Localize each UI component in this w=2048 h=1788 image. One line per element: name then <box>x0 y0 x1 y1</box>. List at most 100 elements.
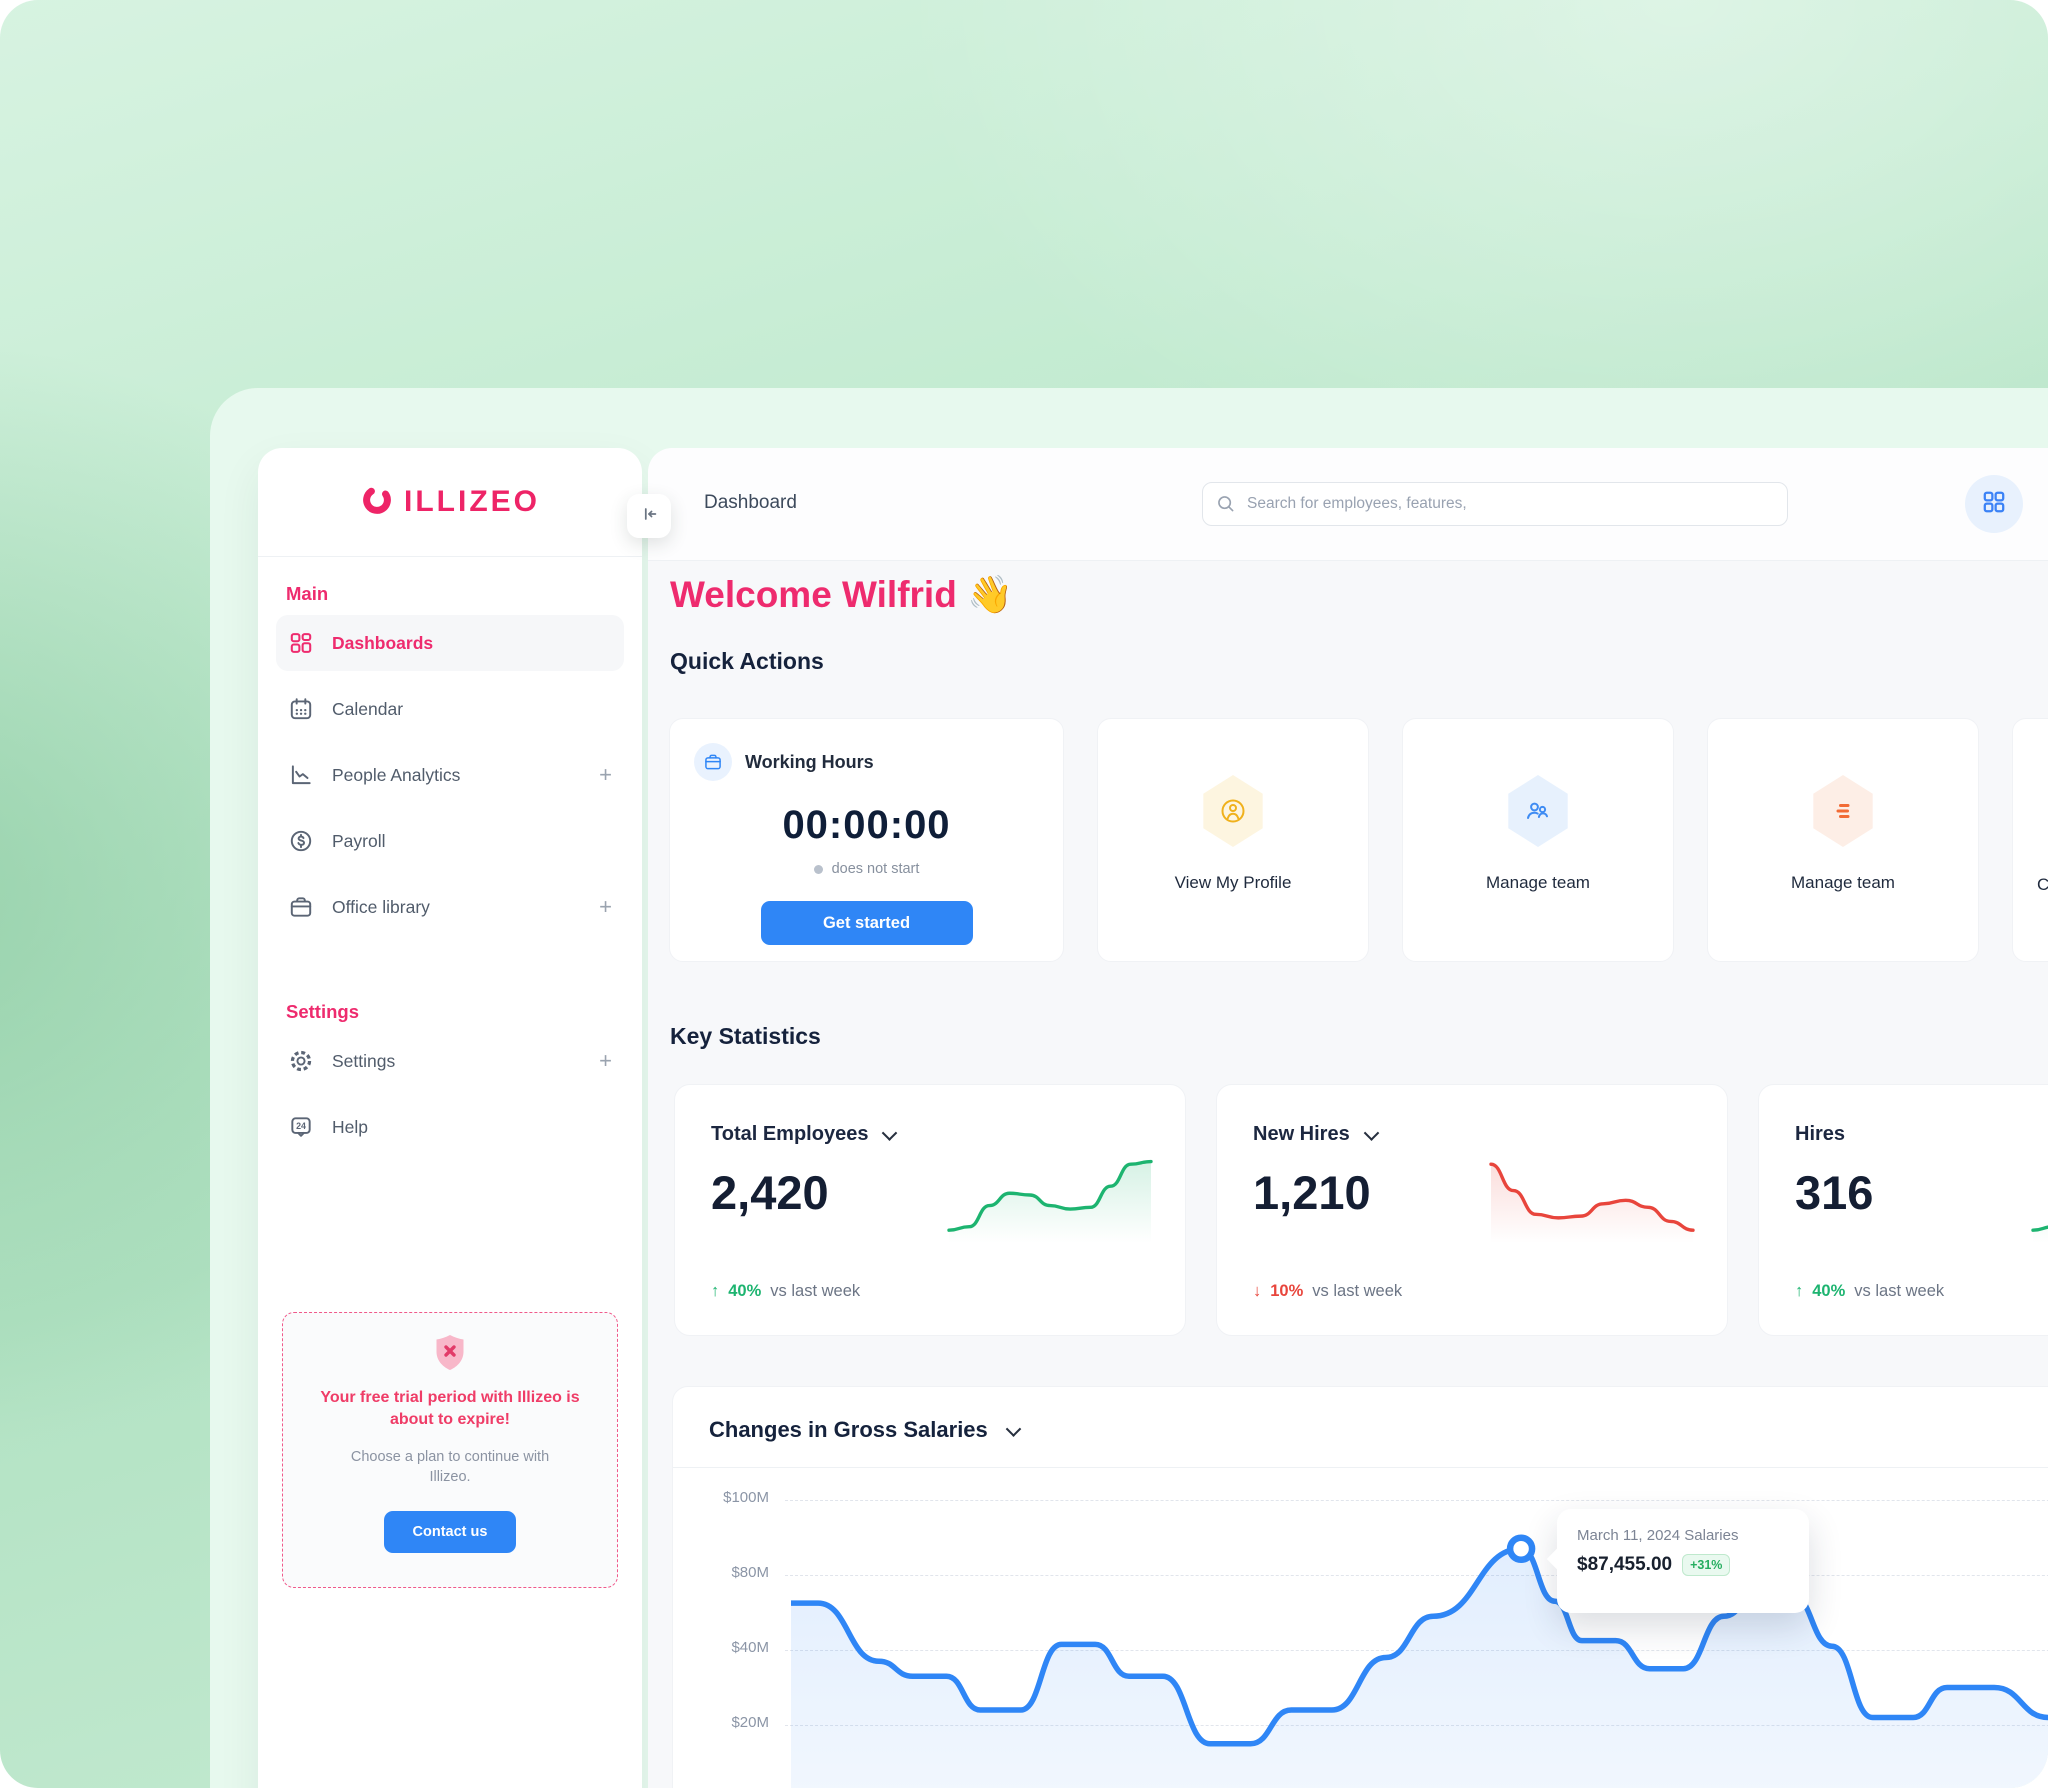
plus-icon[interactable]: + <box>599 894 612 919</box>
stat-card-total-employees: Total Employees 2,420 ↑ 40% vs last week <box>674 1084 1186 1336</box>
sidebar-item-label: Settings <box>332 1050 396 1071</box>
stat-delta: ↑ 40% vs last week <box>1795 1282 1945 1300</box>
chevron-down-icon[interactable] <box>1005 1420 1022 1437</box>
chart-header: Changes in Gross Salaries <box>709 1417 1022 1443</box>
stat-delta: ↓ 10% vs last week <box>1253 1282 1403 1300</box>
arrow-up-icon: ↑ <box>711 1282 720 1300</box>
quick-actions-title: Quick Actions <box>670 648 824 674</box>
briefcase-clock-icon <box>694 743 732 781</box>
trial-title: Your free trial period with Illizeo is a… <box>320 1389 580 1428</box>
stat-label: Hires <box>1795 1123 1846 1145</box>
sidebar-section: Main Dashboards Calendar People Analytics + P… <box>258 583 642 935</box>
layers-hexagon-icon <box>1813 775 1873 847</box>
contact-us-button[interactable]: Contact us <box>384 1511 516 1553</box>
sidebar-section: Settings Settings + 24 Help <box>258 1001 642 1155</box>
sidebar-item-dashboards[interactable]: Dashboards <box>276 615 624 671</box>
search-input[interactable] <box>1202 482 1788 526</box>
dollar-icon <box>288 828 314 854</box>
search-icon <box>1215 493 1237 520</box>
sidebar-item-help[interactable]: 24 Help <box>276 1099 624 1155</box>
sidebar-section-label: Main <box>286 583 329 604</box>
trend-sparkline-icon <box>2029 1141 2048 1250</box>
stat-value: 2,420 <box>711 1166 829 1219</box>
y-axis-tick-label: $20M <box>731 1714 769 1731</box>
apps-grid-icon <box>1981 489 2007 520</box>
sidebar-item-label: Calendar <box>332 698 404 719</box>
chart-tooltip: March 11, 2024 Salaries $87,455.00 +31% <box>1546 1509 1809 1613</box>
sidebar-item-payroll[interactable]: Payroll <box>276 813 624 869</box>
quick-action-card[interactable]: C <box>2012 718 2048 962</box>
stat-card-new-hires: New Hires 1,210 ↓ 10% vs last week <box>1216 1084 1728 1336</box>
arrow-down-icon: ↓ <box>1253 1282 1262 1300</box>
quick-action-card[interactable]: View My Profile <box>1097 718 1369 962</box>
sidebar-item-settings[interactable]: Settings + <box>276 1033 624 1089</box>
y-axis-tick-label: $100M <box>723 1489 769 1506</box>
main-area: Dashboard Welcome Wilfrid 👋 Quick Action… <box>648 448 2048 1788</box>
chart-title: Changes in Gross Salaries <box>709 1417 988 1442</box>
plus-icon[interactable]: + <box>599 1048 612 1073</box>
working-hours-status: does not start <box>670 861 1063 877</box>
stat-label: Total Employees <box>711 1123 898 1146</box>
stat-label: New Hires <box>1253 1123 1379 1146</box>
y-axis-tick-label: $40M <box>731 1639 769 1656</box>
main-content: Welcome Wilfrid 👋 Quick Actions Working … <box>648 560 2048 1788</box>
sidebar-collapse-button[interactable] <box>627 494 671 538</box>
team-hexagon-icon <box>1508 775 1568 847</box>
y-axis-tick-label: $80M <box>731 1564 769 1581</box>
person-hexagon-icon <box>1203 775 1263 847</box>
highlighted-data-point <box>1506 1534 1536 1563</box>
quick-action-card[interactable]: Manage team <box>1707 718 1979 962</box>
quick-actions-row: Working Hours 00:00:00 does not start Ge… <box>669 718 2048 962</box>
briefcase-icon <box>288 894 314 920</box>
key-statistics-row: Total Employees 2,420 ↑ 40% vs last week New … <box>674 1084 2048 1336</box>
sidebar: ILLIZEO Main Dashboards Calendar People Ana… <box>258 448 642 1788</box>
working-hours-card: Working Hours 00:00:00 does not start Ge… <box>669 718 1064 962</box>
search-bar <box>1202 482 1788 526</box>
logo: ILLIZEO <box>258 448 642 557</box>
sidebar-item-label: People Analytics <box>332 764 461 785</box>
trial-subtitle: Choose a plan to continue with Illizeo. <box>350 1449 550 1485</box>
tooltip-value: $87,455.00 <box>1577 1554 1673 1575</box>
sidebar-item-calendar[interactable]: Calendar <box>276 681 624 737</box>
arrow-up-icon: ↑ <box>1795 1282 1804 1300</box>
sidebar-item-label: Payroll <box>332 830 386 851</box>
gear-icon <box>288 1048 314 1074</box>
sidebar-item-office-library[interactable]: Office library + <box>276 879 624 935</box>
gridline <box>785 1575 2048 1576</box>
plus-icon[interactable]: + <box>599 762 612 787</box>
app-frame: ILLIZEO Main Dashboards Calendar People Ana… <box>210 388 2048 1788</box>
quick-action-label: View My Profile <box>1174 873 1292 892</box>
analytics-icon <box>288 762 314 788</box>
logo-text: ILLIZEO <box>404 485 540 518</box>
key-statistics-title: Key Statistics <box>670 1023 821 1049</box>
illizeo-logo-icon <box>360 483 394 522</box>
welcome-heading: Welcome Wilfrid 👋 <box>670 574 1014 615</box>
salaries-line-chart[interactable] <box>791 1477 2048 1788</box>
quick-action-label: Manage team <box>1486 873 1590 892</box>
wave-emoji: 👋 <box>967 574 1014 615</box>
gridline <box>785 1500 2048 1501</box>
tooltip-date: March 11, 2024 Salaries <box>1577 1527 1739 1544</box>
working-hours-timer: 00:00:00 <box>782 803 951 847</box>
page-title: Dashboard <box>704 492 797 513</box>
sidebar-item-people-analytics[interactable]: People Analytics + <box>276 747 624 803</box>
apps-grid-button[interactable] <box>1965 475 2023 533</box>
get-started-button[interactable]: Get started <box>760 901 973 945</box>
status-dot-icon <box>813 864 823 874</box>
working-hours-header: Working Hours <box>694 743 874 781</box>
chevron-down-icon[interactable] <box>1363 1125 1379 1141</box>
shield-x-icon <box>427 1331 473 1382</box>
quick-action-label: Manage team <box>1791 873 1895 892</box>
stat-value: 316 <box>1795 1166 1874 1219</box>
sidebar-item-label: Help <box>332 1116 368 1137</box>
tooltip-delta-badge: +31% <box>1682 1554 1731 1576</box>
working-hours-label: Working Hours <box>745 751 874 772</box>
calendar-icon <box>288 696 314 722</box>
quick-action-card[interactable]: Manage team <box>1402 718 1674 962</box>
stat-value: 1,210 <box>1253 1166 1371 1219</box>
sidebar-menu: Main Dashboards Calendar People Analytics + P… <box>258 583 642 1155</box>
chevron-down-icon[interactable] <box>882 1125 898 1141</box>
stat-card-hires: Hires 316 ↑ 40% vs last week <box>1758 1084 2048 1336</box>
help-24-icon: 24 <box>288 1114 314 1140</box>
